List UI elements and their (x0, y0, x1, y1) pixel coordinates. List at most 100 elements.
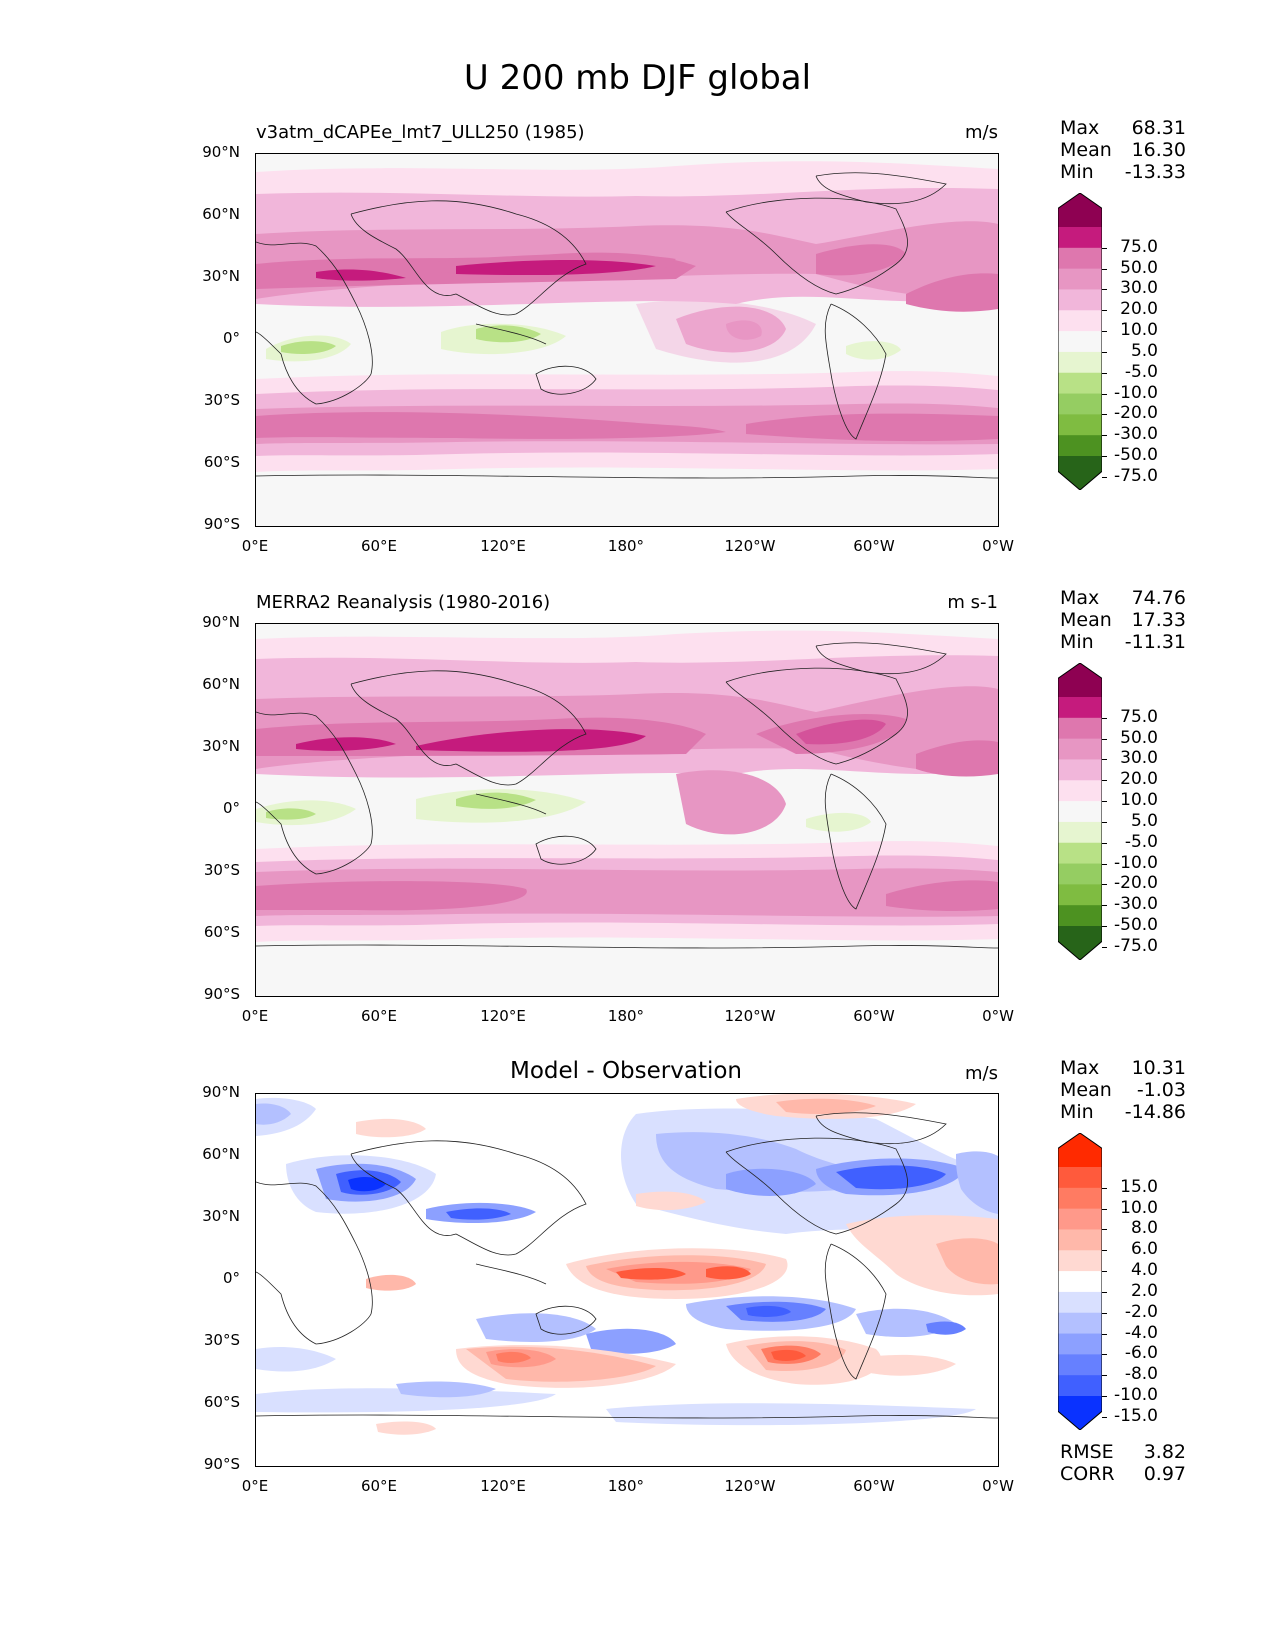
colorbar-segment (1058, 1208, 1102, 1230)
panel-3-metrics: RMSE 3.82 CORR 0.97 (1060, 1441, 1186, 1485)
colorbar-tick (1102, 372, 1107, 374)
colorbar-label: -6.0 (1124, 1343, 1158, 1364)
colorbar-extend-top (1058, 1133, 1102, 1167)
p2-ylabel-60s: 60°S (203, 923, 240, 941)
panel-2-title: MERRA2 Reanalysis (1980-2016) (256, 592, 551, 613)
stat-value: 10.31 (1131, 1057, 1186, 1079)
colorbar-tick (1102, 863, 1107, 865)
metric-label: CORR (1060, 1463, 1115, 1485)
colorbar-label: 6.0 (1130, 1239, 1158, 1260)
colorbar-label: 5.0 (1130, 810, 1158, 831)
colorbar-segment (1058, 759, 1102, 781)
colorbar-tick (1102, 1208, 1107, 1210)
colorbar-segment (1058, 1333, 1102, 1355)
colorbar-segment (1058, 801, 1102, 823)
colorbar-segment (1058, 289, 1102, 311)
p1-ylabel-30s: 30°S (203, 391, 240, 409)
colorbar-label: 4.0 (1130, 1260, 1158, 1281)
panel-3-units: m/s (965, 1063, 998, 1084)
colorbar-tick (1102, 905, 1107, 907)
colorbar-segment (1058, 351, 1102, 374)
panel-2-map (255, 623, 999, 997)
colorbar-segment (1058, 1187, 1102, 1210)
p2-xlabel-120w: 120°W (724, 1007, 776, 1025)
panel-1-title: v3atm_dCAPEe_lmt7_ULL250 (1985) (256, 122, 585, 143)
p1-ylabel-90n: 90°N (202, 143, 240, 161)
colorbar-svg (1057, 662, 1103, 961)
colorbar-tick (1102, 1271, 1107, 1273)
colorbar-tick (1102, 247, 1107, 249)
p2-xlabel-180: 180° (607, 1007, 645, 1025)
p1-xlabel-0e: 0°E (241, 537, 269, 555)
colorbar-segment (1058, 697, 1102, 719)
stat-label: Max (1060, 1057, 1100, 1079)
colorbar-tick (1102, 435, 1107, 437)
colorbar-label: 50.0 (1120, 257, 1158, 278)
p3-xlabel-180: 180° (607, 1477, 645, 1495)
colorbar-tick (1102, 946, 1107, 948)
panel-1-colorbar (1057, 192, 1103, 491)
colorbar-tick (1102, 414, 1107, 416)
panel-1-units: m/s (965, 122, 998, 143)
colorbar-tick (1102, 456, 1107, 457)
colorbar-tick (1102, 1250, 1107, 1252)
p2-xlabel-60e: 60°E (360, 1007, 398, 1025)
colorbar-tick (1102, 801, 1107, 803)
p3-ylabel-90n: 90°N (202, 1083, 240, 1101)
colorbar-label: 15.0 (1120, 1176, 1158, 1197)
panel-3-title: Model - Observation (509, 1058, 743, 1084)
stat-value: -1.03 (1136, 1079, 1186, 1101)
p1-ylabel-0: 0° (222, 329, 240, 347)
panel-2-colorbar (1057, 662, 1103, 961)
p2-ylabel-30s: 30°S (203, 861, 240, 879)
colorbar-extend-top (1058, 663, 1102, 697)
stat-value: 17.33 (1131, 609, 1186, 631)
colorbar-label: -20.0 (1114, 403, 1158, 424)
colorbar-segment (1058, 435, 1102, 457)
colorbar-tick (1102, 1187, 1107, 1189)
stat-label: Max (1060, 587, 1100, 609)
colorbar-label: 5.0 (1130, 340, 1158, 361)
colorbar-segment (1058, 780, 1102, 802)
colorbar-segment (1058, 227, 1102, 249)
colorbar-tick (1102, 1312, 1107, 1314)
colorbar-tick (1102, 1229, 1107, 1231)
p3-ylabel-60n: 60°N (202, 1145, 240, 1163)
colorbar-label: 50.0 (1120, 727, 1158, 748)
p1-xlabel-180: 180° (607, 537, 645, 555)
colorbar-label: 10.0 (1120, 790, 1158, 811)
colorbar-segment (1058, 717, 1102, 740)
p1-xlabel-60e: 60°E (360, 537, 398, 555)
p3-ylabel-30s: 30°S (203, 1331, 240, 1349)
colorbar-extend-top (1058, 193, 1102, 227)
stat-label: Max (1060, 117, 1100, 139)
colorbar-label: 30.0 (1120, 748, 1158, 769)
p3-xlabel-60w: 60°W (853, 1477, 895, 1495)
colorbar-extend-bottom (1058, 1396, 1102, 1430)
colorbar-segment (1058, 310, 1102, 332)
colorbar-segment (1058, 247, 1102, 270)
stat-value: -13.33 (1124, 161, 1186, 183)
colorbar-tick (1102, 717, 1107, 719)
colorbar-tick (1102, 1396, 1107, 1397)
stat-value: 74.76 (1131, 587, 1186, 609)
stat-label: Mean (1060, 139, 1112, 161)
stat-value: -11.31 (1124, 631, 1186, 653)
colorbar-label: 10.0 (1120, 320, 1158, 341)
metric-value: 3.82 (1143, 1441, 1186, 1463)
colorbar-tick (1102, 1375, 1107, 1377)
p3-xlabel-0w: 0°W (982, 1477, 1014, 1495)
colorbar-tick (1102, 268, 1107, 270)
colorbar-tick (1102, 842, 1107, 844)
colorbar-label: -30.0 (1114, 424, 1158, 445)
stat-label: Min (1060, 1101, 1094, 1123)
panel-3-map (255, 1093, 999, 1467)
colorbar-label: 30.0 (1120, 278, 1158, 299)
colorbar-tick (1102, 351, 1107, 353)
colorbar-extend-bottom (1058, 926, 1102, 960)
colorbar-segment (1058, 414, 1102, 436)
colorbar-tick (1102, 759, 1107, 761)
colorbar-label: 75.0 (1120, 706, 1158, 727)
colorbar-segment (1058, 393, 1102, 415)
panel-2-stats: Max 74.76 Mean 17.33 Min -11.31 (1060, 587, 1186, 653)
